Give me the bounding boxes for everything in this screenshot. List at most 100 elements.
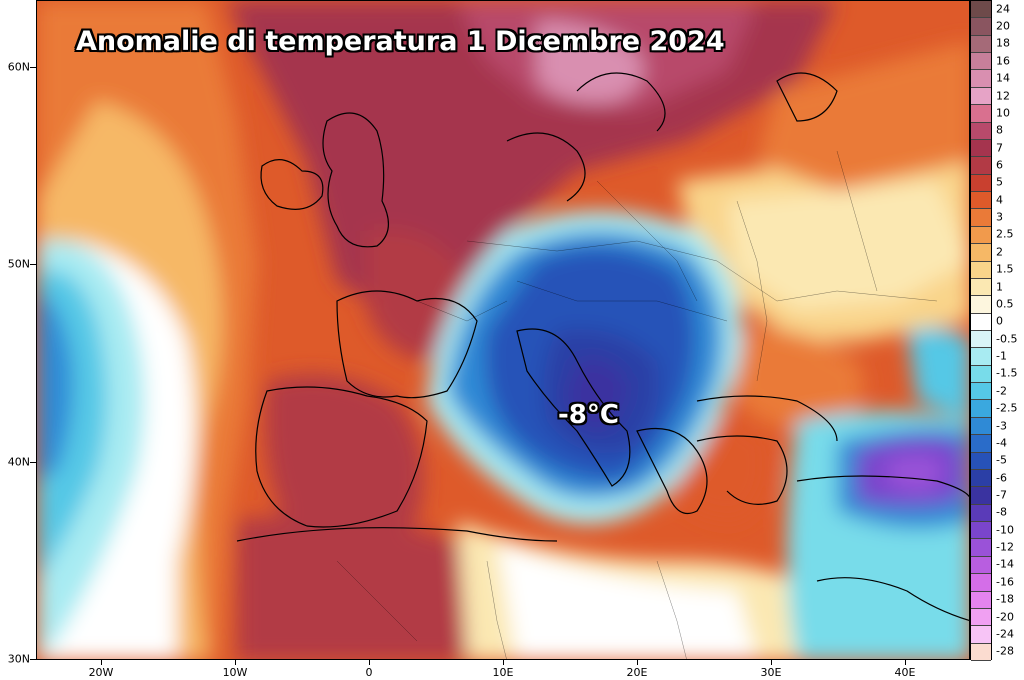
colorbar-label: -14	[996, 557, 1014, 571]
lat-tick	[30, 67, 36, 68]
colorbar-swatch	[971, 18, 991, 36]
colorbar-swatch	[971, 122, 991, 140]
lat-label-30n: 30N	[7, 652, 30, 666]
lon-label-40e: 40E	[894, 666, 916, 679]
lon-tick	[637, 660, 638, 665]
colorbar-label: -1	[996, 349, 1007, 363]
colorbar-swatch	[971, 244, 991, 262]
lon-label-10w: 10W	[222, 666, 248, 679]
lat-label-60n: 60N	[7, 60, 30, 74]
colorbar-label: 7	[996, 141, 1003, 155]
colorbar-label: -16	[996, 575, 1014, 589]
colorbar-swatch	[971, 608, 991, 627]
colorbar-label: 2.5	[996, 227, 1014, 241]
colorbar-label: -1.5	[996, 366, 1018, 380]
lat-tick	[30, 462, 36, 463]
lon-tick	[771, 660, 772, 665]
colorbar-swatch	[971, 174, 991, 193]
colorbar-label: 1.5	[996, 262, 1014, 276]
lat-tick	[30, 264, 36, 265]
colorbar-label: 24	[996, 2, 1010, 16]
colorbar-label: -2.5	[996, 401, 1018, 415]
lon-tick	[369, 660, 370, 665]
colorbar-label: 12	[996, 89, 1010, 103]
colorbar-label: 6	[996, 158, 1003, 172]
temperature-anomaly-map	[37, 1, 969, 659]
colorbar-label: 5	[996, 175, 1003, 189]
colorbar-swatch	[971, 105, 991, 123]
colorbar-swatch	[971, 87, 991, 106]
colorbar-swatch	[971, 556, 991, 575]
colorbar-label: 1	[996, 280, 1003, 294]
colorbar-swatch	[971, 574, 991, 592]
colorbar-label: -18	[996, 592, 1014, 606]
colorbar-swatch	[971, 487, 991, 505]
colorbar-swatch	[971, 626, 991, 644]
lon-tick	[503, 660, 504, 665]
lon-label-30e: 30E	[760, 666, 782, 679]
colorbar-label: -4	[996, 436, 1007, 450]
colorbar-label: -8	[996, 505, 1007, 519]
colorbar-label: 3	[996, 210, 1003, 224]
colorbar-label: 4	[996, 193, 1003, 207]
colorbar-swatch	[971, 1, 991, 19]
colorbar-swatch	[971, 348, 991, 366]
map-canvas	[36, 0, 970, 660]
colorbar-label: -3	[996, 419, 1007, 433]
colorbar-swatch	[971, 139, 991, 158]
lon-tick	[101, 660, 102, 665]
colorbar-label: -10	[996, 523, 1014, 537]
lon-tick	[905, 660, 906, 665]
anomaly-annotation: -8°C	[558, 400, 619, 430]
colorbar-label: -6	[996, 471, 1007, 485]
colorbar-swatch	[971, 435, 991, 453]
colorbar-label: -5	[996, 453, 1007, 467]
colorbar-swatch	[971, 504, 991, 523]
colorbar	[970, 0, 992, 661]
colorbar-label: -12	[996, 540, 1014, 554]
colorbar-label: -0.5	[996, 332, 1018, 346]
colorbar-swatch	[971, 226, 991, 245]
colorbar-label: 2	[996, 245, 1003, 259]
colorbar-swatch	[971, 70, 991, 88]
colorbar-swatch	[971, 539, 991, 557]
colorbar-swatch	[971, 296, 991, 314]
colorbar-swatch	[971, 383, 991, 401]
colorbar-label: 18	[996, 36, 1010, 50]
colorbar-swatch	[971, 452, 991, 470]
colorbar-label: 0.5	[996, 297, 1014, 311]
colorbar-swatch	[971, 469, 991, 488]
lat-label-40n: 40N	[7, 455, 30, 469]
colorbar-label: -7	[996, 488, 1007, 502]
coastlines	[236, 72, 969, 622]
colorbar-swatch	[971, 261, 991, 279]
borders	[336, 150, 938, 659]
colorbar-swatch	[971, 365, 991, 384]
colorbar-label: 14	[996, 71, 1010, 85]
lat-label-50n: 50N	[7, 257, 30, 271]
lon-label-0: 0	[365, 666, 373, 679]
colorbar-swatch	[971, 53, 991, 71]
lon-tick	[235, 660, 236, 665]
colorbar-label: -2	[996, 384, 1007, 398]
lon-label-20e: 20E	[626, 666, 648, 679]
colorbar-label: 0	[996, 314, 1003, 328]
colorbar-swatch	[971, 522, 991, 540]
colorbar-swatch	[971, 278, 991, 297]
colorbar-swatch	[971, 643, 991, 661]
colorbar-swatch	[971, 35, 991, 54]
lon-label-10e: 10E	[492, 666, 514, 679]
lon-label-20w: 20W	[88, 666, 114, 679]
colorbar-label: 10	[996, 106, 1010, 120]
colorbar-swatch	[971, 157, 991, 175]
colorbar-swatch	[971, 192, 991, 210]
colorbar-swatch	[971, 417, 991, 436]
colorbar-swatch	[971, 400, 991, 418]
colorbar-label: -24	[996, 627, 1014, 641]
colorbar-label: -28	[996, 644, 1014, 658]
colorbar-label: 20	[996, 19, 1010, 33]
colorbar-label: 16	[996, 54, 1010, 68]
map-title: Anomalie di temperatura 1 Dicembre 2024	[76, 26, 725, 57]
colorbar-swatch	[971, 331, 991, 349]
lat-tick	[30, 659, 36, 660]
